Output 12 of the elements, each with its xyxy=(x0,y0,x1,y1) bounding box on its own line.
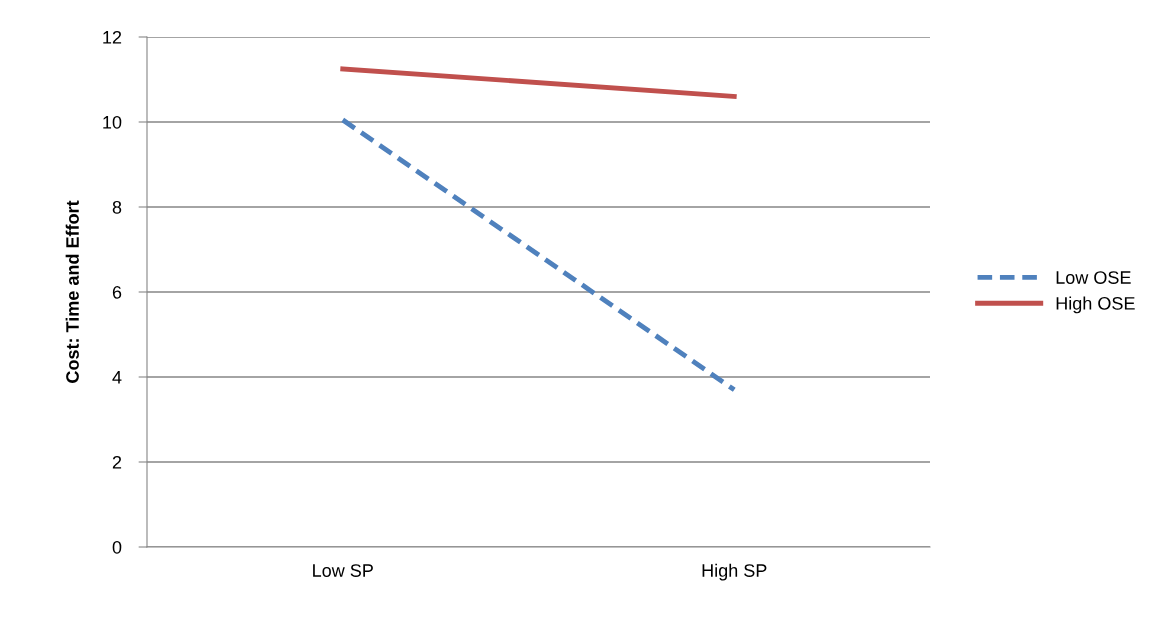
x-tick-label: Low SP xyxy=(313,564,373,577)
y-axis-title: Cost: Time and Effort xyxy=(65,200,79,383)
y-tick-label: 0 xyxy=(112,540,122,554)
y-tick-label: 2 xyxy=(112,455,122,469)
y-tick-label: 12 xyxy=(103,30,122,44)
y-tick-label: 6 xyxy=(112,285,122,299)
y-tick-label: 8 xyxy=(112,200,122,214)
x-tick-label: High SP xyxy=(702,563,767,581)
y-tick-label: 10 xyxy=(103,115,122,129)
legend-label: High OSE xyxy=(1056,296,1135,314)
y-tick-label: 4 xyxy=(112,371,122,384)
legend-label: Low OSE xyxy=(1056,271,1131,284)
